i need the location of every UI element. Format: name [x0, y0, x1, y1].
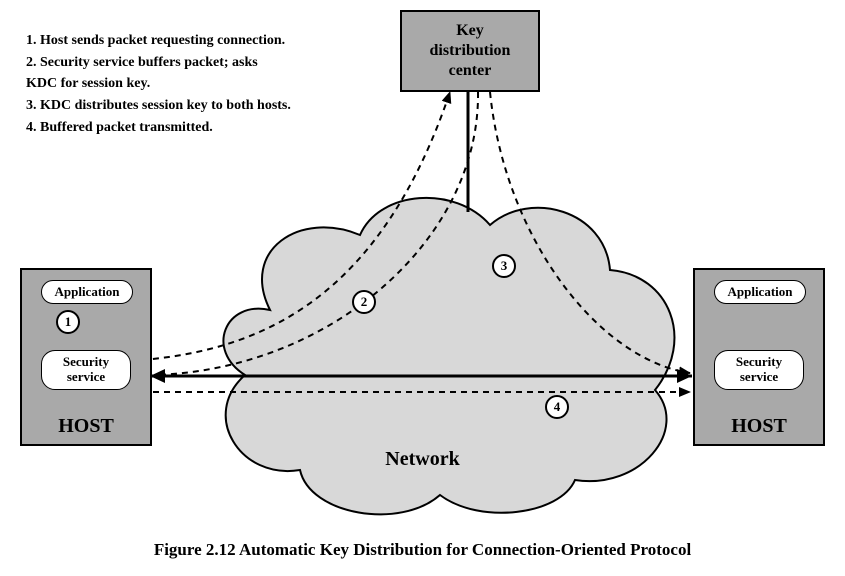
- step-line-3: 3. KDC distributes session key to both h…: [26, 95, 291, 117]
- figure-root: { "figure_caption": "Figure 2.12 Automat…: [0, 0, 845, 576]
- host-left: Application Security service HOST: [20, 268, 152, 446]
- security-label-left-2: service: [42, 370, 130, 385]
- kdc-box: Key distribution center: [400, 10, 540, 92]
- host-label-left: HOST: [22, 415, 150, 438]
- host-label-right: HOST: [695, 415, 823, 438]
- step-line-2b: KDC for session key.: [26, 73, 291, 95]
- kdc-line3: center: [430, 61, 511, 81]
- application-label-left: Application: [54, 284, 119, 299]
- step-circle-1: 1: [56, 310, 80, 334]
- step-line-4: 4. Buffered packet transmitted.: [26, 117, 291, 139]
- step-line-1: 1. Host sends packet requesting connecti…: [26, 30, 291, 52]
- application-pill-left: Application: [41, 280, 133, 304]
- host-right: Application Security service HOST: [693, 268, 825, 446]
- kdc-line2: distribution: [430, 41, 511, 61]
- security-label-right-1: Security: [715, 355, 803, 370]
- application-label-right: Application: [727, 284, 792, 299]
- security-label-left-1: Security: [42, 355, 130, 370]
- security-label-right-2: service: [715, 370, 803, 385]
- network-label: Network: [0, 448, 845, 471]
- figure-caption: Figure 2.12 Automatic Key Distribution f…: [0, 540, 845, 560]
- step-circle-4: 4: [545, 395, 569, 419]
- step-circle-2: 2: [352, 290, 376, 314]
- step-circle-3: 3: [492, 254, 516, 278]
- security-pill-left: Security service: [41, 350, 131, 390]
- security-pill-right: Security service: [714, 350, 804, 390]
- step-line-2: 2. Security service buffers packet; asks: [26, 52, 291, 74]
- steps-list: 1. Host sends packet requesting connecti…: [26, 30, 291, 138]
- kdc-line1: Key: [430, 21, 511, 41]
- application-pill-right: Application: [714, 280, 806, 304]
